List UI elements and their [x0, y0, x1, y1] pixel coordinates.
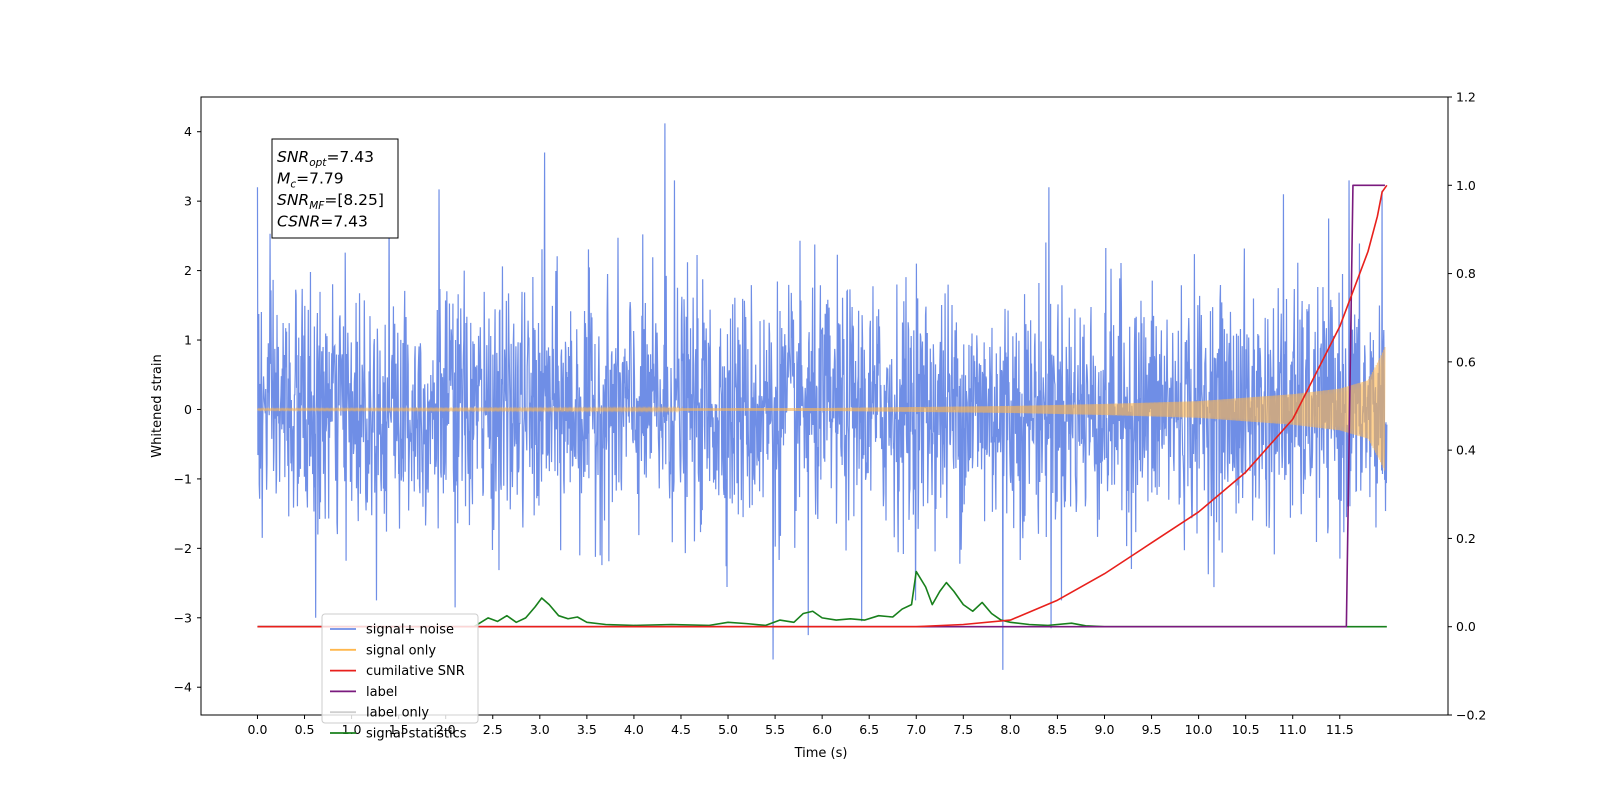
legend-entry-label: label only — [366, 706, 429, 721]
x-tick-label: 3.5 — [577, 722, 597, 737]
series-cumulative-snr-line — [257, 184, 1388, 628]
x-tick-label: 6.0 — [812, 722, 832, 737]
y2-tick-label: 0.0 — [1456, 619, 1476, 634]
series-signal-noise-line — [256, 123, 1388, 670]
x-tick-label: 7.0 — [906, 722, 926, 737]
stats-annotation-line: SNRopt=7.43 — [277, 148, 374, 169]
x-tick-label: 9.5 — [1142, 722, 1162, 737]
y-tick-label: −1 — [174, 471, 192, 486]
legend-entry-label: signal+ noise — [366, 623, 454, 638]
y-tick-label: 2 — [184, 263, 192, 278]
x-tick-label: 8.0 — [1000, 722, 1020, 737]
stats-annotation-line: SNRMF=[8.25] — [277, 191, 384, 212]
x-tick-label: 7.5 — [953, 722, 973, 737]
y2-tick-label: 0.2 — [1456, 531, 1476, 546]
y-tick-label: 1 — [184, 333, 192, 348]
x-tick-label: 2.5 — [483, 722, 503, 737]
x-tick-label: 4.5 — [671, 722, 691, 737]
stats-annotation-line: Mc=7.79 — [277, 170, 344, 191]
y-tick-label: −3 — [174, 610, 192, 625]
y-tick-label: 3 — [184, 194, 192, 209]
y2-tick-label: 1.2 — [1456, 90, 1476, 105]
series-layer — [256, 123, 1388, 670]
x-tick-label: 0.0 — [248, 722, 268, 737]
x-tick-label: 1.5 — [389, 722, 409, 737]
x-tick-label: 5.5 — [765, 722, 785, 737]
x-tick-label: 2.0 — [436, 722, 456, 737]
x-tick-label: 8.5 — [1047, 722, 1067, 737]
y2-tick-label: 0.8 — [1456, 266, 1476, 281]
legend-frame — [321, 613, 479, 724]
stats-annotation-line: CSNR=7.43 — [277, 213, 368, 231]
x-tick-label: 11.0 — [1279, 722, 1307, 737]
y-axis: 4 3 2 1 0 −1 −2 −3 −4 — [174, 124, 201, 695]
y2-tick-label: 1.0 — [1456, 178, 1476, 193]
series-signal-statistics-line — [257, 570, 1387, 628]
y-axis-label: Whitened strain — [150, 354, 165, 457]
y2-tick-label: 0.4 — [1456, 443, 1476, 458]
x-tick-label: 10.5 — [1232, 722, 1260, 737]
plot-area — [256, 123, 1388, 670]
x-tick-label: 0.5 — [295, 722, 315, 737]
y-tick-label: −4 — [174, 680, 192, 695]
x-tick-label: 5.0 — [718, 722, 738, 737]
y2-tick-label: 0.6 — [1456, 354, 1476, 369]
legend-entry-label: label — [366, 685, 397, 700]
x-tick-label: 9.0 — [1095, 722, 1115, 737]
y2-axis: 1.2 1.0 0.8 0.6 0.4 0.2 0.0 −0.2 — [1448, 90, 1486, 723]
series-signal-only-line — [256, 346, 1386, 471]
x-axis-label: Time (s) — [794, 746, 848, 761]
legend-entry-label: signal only — [366, 643, 436, 658]
y-tick-label: −2 — [174, 541, 192, 556]
x-axis: 0.0 0.5 1.0 1.5 2.0 2.5 3.0 3.5 4.0 4.5 5.0 5.5 6.0 6… — [248, 715, 1354, 737]
x-tick-label: 10.0 — [1185, 722, 1213, 737]
x-tick-label: 1.0 — [342, 722, 362, 737]
plot-frame — [200, 96, 1449, 716]
x-tick-label: 4.0 — [624, 722, 644, 737]
legend-entry-label: signal statistics — [366, 727, 467, 742]
legend-entry-label: cumilative SNR — [366, 664, 465, 679]
y2-tick-label: −0.2 — [1456, 708, 1486, 723]
x-tick-label: 11.5 — [1326, 722, 1354, 737]
x-tick-label: 3.0 — [530, 722, 550, 737]
legend: signal+ noise signal only cumilative SNR la… — [321, 613, 479, 742]
x-tick-label: 6.5 — [859, 722, 879, 737]
y-tick-label: 0 — [184, 402, 192, 417]
y-tick-label: 4 — [184, 124, 192, 139]
